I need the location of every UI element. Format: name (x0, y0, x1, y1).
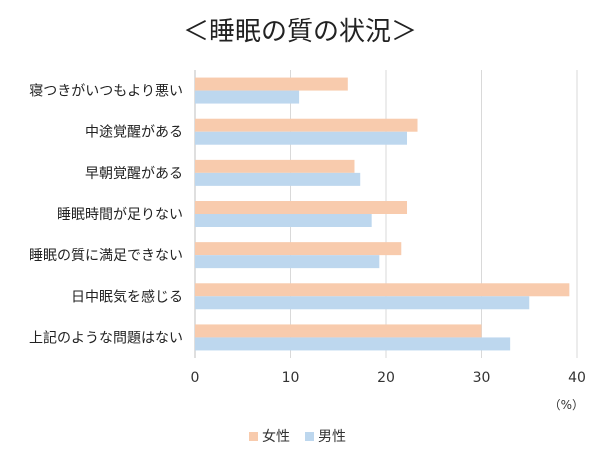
bar-female (195, 324, 482, 338)
category-label: 早朝覚醒がある (85, 166, 183, 182)
x-tick-label: 20 (377, 370, 395, 386)
bar-female (195, 283, 570, 297)
category-label: 日中眠気を感じる (71, 288, 183, 305)
bar-female (195, 118, 418, 132)
x-tick-label: 10 (282, 370, 300, 386)
category-label: 中途覚醒がある (85, 124, 183, 141)
bar-male (195, 214, 372, 227)
x-axis-ticks: 0 10 20 30 40 (191, 370, 586, 386)
category-label: 睡眠時間が足りない (57, 207, 183, 223)
legend: 女性 男性 (249, 428, 346, 445)
bar-male (195, 172, 361, 186)
legend-swatch (249, 432, 258, 441)
bar-male (195, 337, 511, 351)
bar-male (195, 90, 300, 104)
legend-label: 男性 (318, 429, 346, 445)
category-labels: 寝つきがいつもより悪い中途覚醒がある早朝覚醒がある睡眠時間が足りない睡眠の質に満… (29, 83, 183, 347)
unit-label: （%） (549, 398, 584, 412)
bar-female (195, 77, 348, 91)
chart-title: ＜睡眠の質の状況＞ (183, 17, 417, 47)
bar-female (195, 159, 355, 173)
legend-swatch (305, 432, 314, 441)
legend-label: 女性 (262, 428, 290, 445)
bar-female (195, 242, 402, 256)
bar-male (195, 131, 408, 145)
bar-male (195, 255, 380, 269)
x-tick-label: 30 (473, 370, 491, 386)
bar-female (195, 201, 408, 214)
category-label: 上記のような問題はない (29, 329, 183, 346)
x-tick-label: 40 (568, 370, 586, 386)
bar-male (195, 296, 530, 310)
category-label: 寝つきがいつもより悪い (29, 83, 183, 100)
category-label: 睡眠の質に満足できない (29, 248, 183, 264)
bars (195, 77, 570, 351)
x-tick-label: 0 (191, 370, 200, 386)
